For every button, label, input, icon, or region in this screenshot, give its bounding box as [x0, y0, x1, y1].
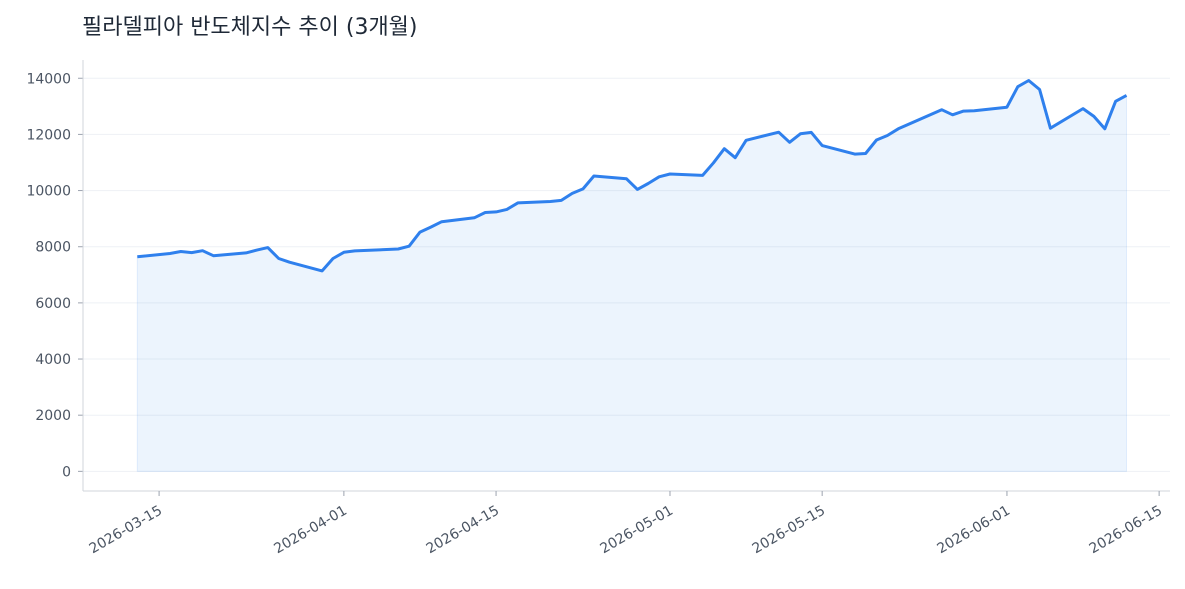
line	[137, 79, 1128, 273]
x-tick-label: 2026-04-15	[424, 503, 502, 558]
y-tick-label: 8000	[35, 240, 71, 256]
x-tick-label: 2026-05-15	[750, 503, 828, 558]
y-tick-label: 14000	[26, 71, 71, 87]
y-tick-label: 2000	[35, 408, 71, 424]
x-tick-label: 2026-06-15	[1087, 503, 1165, 558]
y-tick-label: 4000	[35, 352, 71, 368]
y-tick-label: 12000	[26, 127, 71, 143]
y-tick-label: 6000	[35, 296, 71, 312]
area	[136, 79, 1127, 472]
y-tick-label: 10000	[26, 184, 71, 200]
chart-title: 필라델피아 반도체지수 추이 (3개월)	[82, 15, 418, 40]
y-tick-label: 0	[62, 464, 71, 480]
x-tick-label: 2026-03-15	[87, 503, 165, 558]
x-tick-label: 2026-05-01	[598, 503, 676, 558]
x-tick-label: 2026-06-01	[934, 503, 1012, 558]
x-tick-label: 2026-04-01	[271, 503, 349, 558]
